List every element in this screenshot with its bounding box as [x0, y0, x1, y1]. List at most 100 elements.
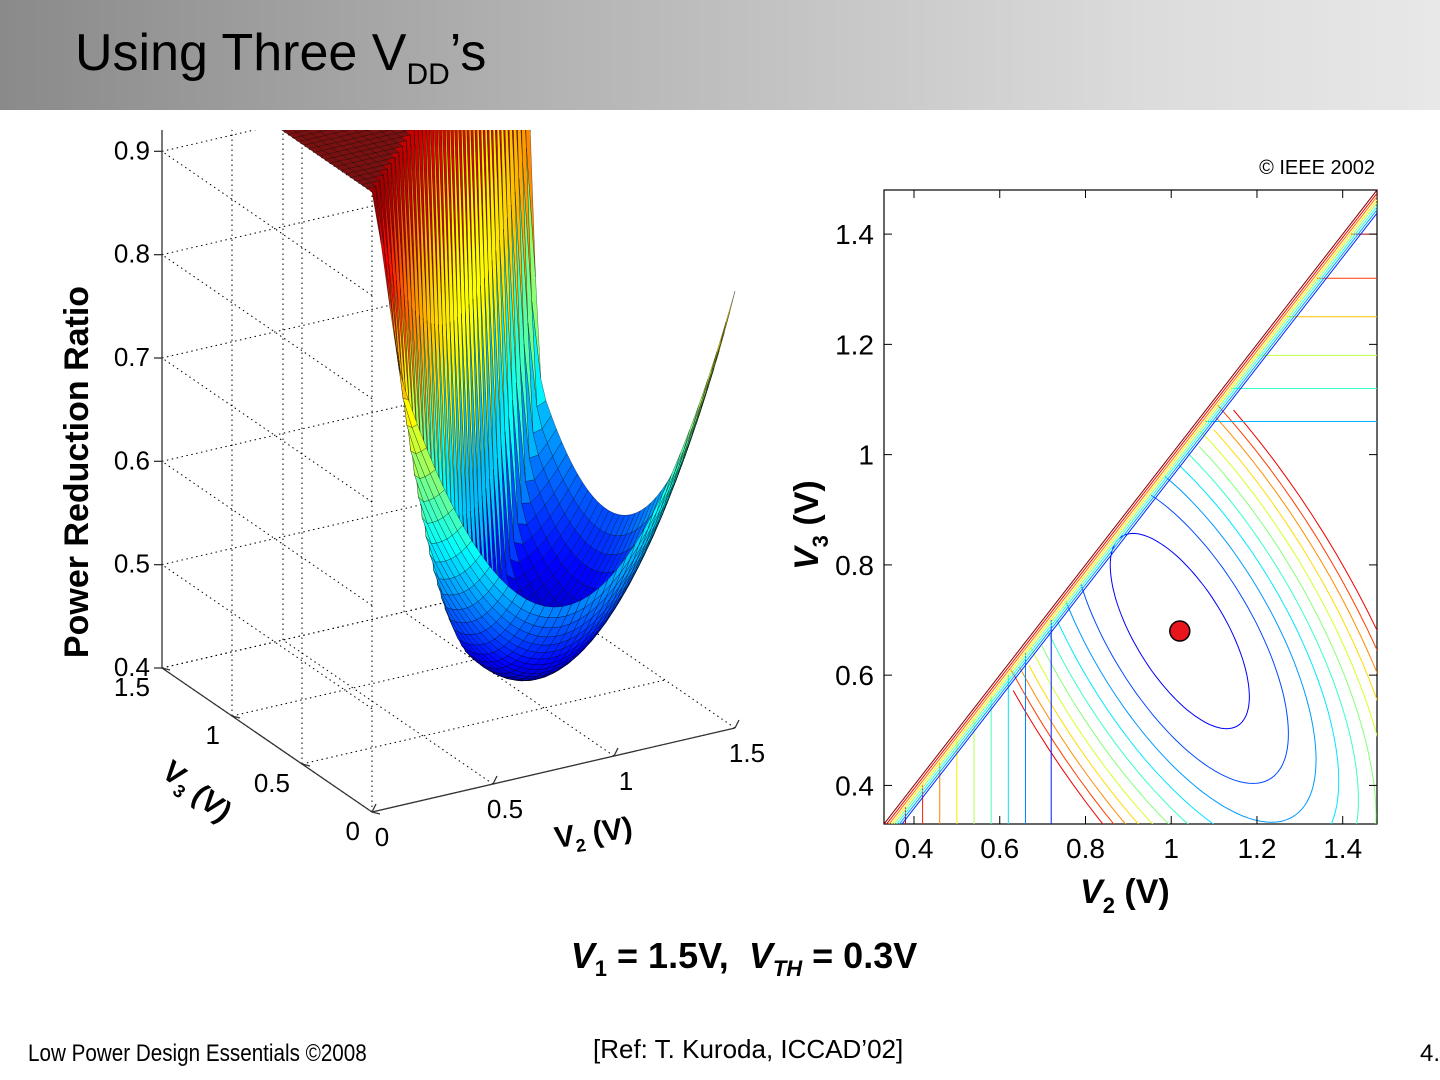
z-tick-label: 0.5 [114, 549, 150, 579]
contour-line [1150, 494, 1289, 774]
surface-patch [693, 379, 708, 425]
contour-chart: 0.4 0.6 0.8 1 1.2 1.40.40.60.811.21.4 V2 (V) … [788, 189, 1378, 918]
contour-line [885, 193, 1377, 824]
contour-line [893, 202, 1377, 824]
surface-patch [702, 351, 718, 399]
parameters-caption: V1 = 1.5V, VTH = 0.3V [0, 935, 1440, 982]
surface-mesh [281, 130, 736, 682]
optimum-marker [1169, 620, 1191, 642]
title-main-text: Using Three V [75, 24, 407, 82]
vth-value: = 0.3V [802, 935, 918, 976]
contour-line [898, 209, 1377, 824]
title-bar [0, 0, 1440, 110]
v1-symbol: V [570, 935, 595, 976]
y-tick-label: 1 [206, 720, 220, 750]
contour-line [884, 190, 1377, 824]
y-tick-label: 1.2 [835, 329, 874, 360]
z-tick-label: 0.6 [114, 445, 150, 475]
surface-zlabel: Power Reduction Ratio [58, 286, 96, 658]
contour-line [1233, 409, 1377, 632]
y-tick-mark [231, 715, 241, 719]
contour-ticks: 0.4 0.6 0.8 1 1.2 1.4 0.4 0.6 0.8 1 1.2 1.4 [835, 190, 1377, 864]
surface-ticks: 0.40.50.60.70.80.9100.511.500.511.5 [114, 135, 765, 852]
x-tick-label: 1.2 [1237, 833, 1276, 864]
grid-line [161, 357, 373, 503]
z-tick-label: 0.8 [114, 239, 150, 269]
grid-line [161, 564, 373, 710]
x-axis-line [371, 727, 736, 813]
x-tick-label: 1 [1163, 833, 1179, 864]
y-tick-mark [301, 763, 311, 767]
x-tick-mark [613, 747, 619, 757]
x-tick-mark [371, 803, 377, 813]
contour-line [1056, 619, 1215, 824]
contour-lines [884, 190, 1377, 824]
contour-line [1217, 405, 1377, 652]
grid-line [282, 639, 494, 785]
surface-patch [669, 448, 685, 488]
surface-3d-chart: 0.40.50.60.70.80.9100.511.500.511.5 Powe… [58, 130, 765, 859]
page-number: 4. [1420, 1040, 1440, 1067]
x-tick-label: 1.5 [729, 738, 765, 768]
y-tick-mark [161, 667, 171, 671]
y-tick-label: 0.5 [254, 768, 290, 798]
slide-title: Using Three VDD’s [75, 20, 486, 108]
x-tick-label: 0.4 [895, 833, 934, 864]
v1-subscript: 1 [594, 956, 608, 981]
grid-line [161, 150, 373, 296]
contour-line [1065, 601, 1302, 823]
z-tick-label: 0.9 [114, 135, 150, 165]
y-tick-label: 0 [346, 816, 360, 846]
copyright-note: © IEEE 2002 [1259, 157, 1375, 179]
y-tick-label: 0.4 [835, 770, 874, 801]
contour-line [1164, 475, 1317, 810]
x-tick-label: 0.5 [487, 794, 523, 824]
y-tick-label: 1 [858, 440, 874, 471]
y-axis-line [161, 667, 373, 813]
y-tick-label: 1.4 [835, 219, 874, 250]
vth-subscript: TH [772, 956, 803, 981]
grid-line [301, 679, 666, 765]
y-tick-label: 0.6 [835, 660, 874, 691]
footer-course: Low Power Design Essentials ©2008 [28, 1040, 367, 1067]
contour-ylabel: V3 (V) [788, 480, 833, 570]
v1-value: = 1.5V, [607, 935, 749, 976]
x-tick-label: 1.4 [1323, 833, 1362, 864]
surface-patch [684, 405, 699, 449]
surface-patch [711, 322, 727, 372]
contour-line [891, 199, 1377, 824]
contour-line [1041, 645, 1170, 824]
x-tick-label: 0 [375, 822, 389, 852]
x-tick-mark [492, 775, 498, 785]
title-subscript: DD [406, 58, 450, 91]
contour-line [1178, 464, 1340, 824]
surface-ylabel: V3 (V) [153, 755, 238, 832]
contour-line [901, 212, 1377, 824]
surface-patch [720, 291, 736, 343]
z-tick-label: 0.7 [114, 342, 150, 372]
contour-line [1198, 445, 1377, 824]
contour-line [1213, 429, 1377, 702]
y-tick-mark [371, 811, 381, 815]
x-tick-label: 0.6 [980, 833, 1019, 864]
contour-xlabel: V2 (V) [1080, 873, 1170, 918]
footer-reference: [Ref: T. Kuroda, ICCAD’02] [593, 1034, 904, 1064]
contour-line [1010, 668, 1115, 824]
grid-line [161, 460, 373, 606]
contour-line [888, 196, 1377, 824]
surface-patch [675, 429, 690, 471]
contour-line [1200, 430, 1377, 737]
x-tick-mark [734, 719, 740, 729]
vth-symbol: V [748, 935, 773, 976]
z-tick-label: 0.4 [114, 652, 150, 682]
contour-line [1012, 690, 1104, 824]
y-tick-label: 1.5 [114, 672, 150, 702]
contour-line [896, 206, 1377, 824]
contour-line [1019, 666, 1127, 824]
contour-line [1080, 584, 1278, 784]
y-tick-label: 0.8 [835, 550, 874, 581]
surface-patch [678, 424, 694, 466]
title-suffix: ’s [449, 24, 487, 82]
grid-line [161, 254, 373, 400]
contour-line [1215, 416, 1377, 675]
